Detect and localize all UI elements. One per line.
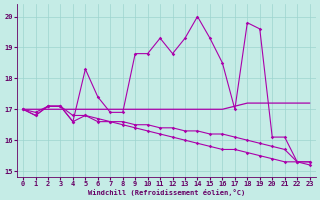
X-axis label: Windchill (Refroidissement éolien,°C): Windchill (Refroidissement éolien,°C): [88, 189, 245, 196]
